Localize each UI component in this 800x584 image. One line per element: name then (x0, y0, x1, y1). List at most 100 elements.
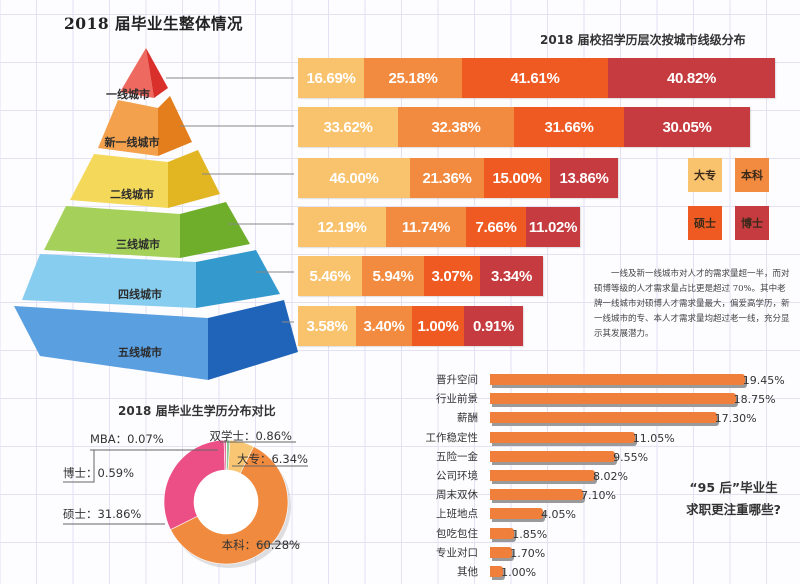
stacked-segment: 12.19% (298, 207, 386, 247)
hbar-category-label: 专业对口 (436, 546, 478, 559)
hbar-row: 专业对口 1.70% (400, 544, 800, 563)
legend-label: 大专 (694, 169, 716, 182)
pyramid-face-side (158, 96, 192, 156)
stacked-row: 46.00% 21.36% 15.00% 13.86% (298, 158, 618, 198)
hbar-value-label: 7.10% (581, 489, 616, 503)
pyramid-face-front (98, 100, 158, 156)
hbar-row: 上班地点 4.05% (400, 505, 800, 524)
pyramid-face-side (180, 202, 250, 258)
pyramid-level: 一线城市 (106, 48, 168, 101)
donut-chart-title: 2018 届毕业生学历分布对比 (118, 404, 276, 418)
stacked-segment: 21.36% (410, 158, 484, 198)
job-priority-question: “95 后”毕业生 求职更注重哪些? (666, 477, 800, 521)
hbar-category-label: 上班地点 (436, 508, 478, 521)
hbar-value-label: 1.00% (501, 566, 537, 579)
pyramid-level: 四线城市 (22, 250, 280, 308)
legend-item-boshi: 博士 (735, 206, 769, 240)
note-paragraph: 一线及新一线城市对人才的需求量超一半，而对硕博等级的人才需求量占比更是超过 70… (594, 269, 790, 339)
hbar-value-label: 18.75% (733, 393, 776, 407)
hbar-row: 晋升空间 19.45% (400, 371, 800, 390)
hbar-value-label: 9.55% (613, 450, 649, 464)
hbar-category-label: 薪酬 (457, 412, 478, 425)
question-line-1: “95 后”毕业生 (689, 480, 778, 495)
donut-hole (194, 470, 258, 534)
pyramid-level-label: 一线城市 (106, 87, 150, 101)
hbar-category-label: 行业前景 (436, 393, 478, 406)
stacked-segment: 0.91% (464, 306, 523, 346)
donut-slice-label: 大专：6.34% (237, 452, 308, 466)
hbar-category-label: 五险一金 (436, 450, 478, 463)
stacked-segment: 5.46% (298, 256, 362, 296)
pyramid-level-label: 二线城市 (110, 187, 154, 201)
hbar-category-label: 晋升空间 (436, 374, 478, 386)
stacked-segment: 3.07% (424, 256, 480, 296)
hbar-row: 行业前景 18.75% (400, 390, 800, 409)
hbar-category-label: 包吃包住 (436, 527, 478, 540)
stacked-segment: 41.61% (462, 58, 608, 98)
hbar-row: 薪酬 17.30% (400, 409, 800, 428)
pyramid-level: 二线城市 (70, 150, 220, 208)
hbar-bar (490, 508, 544, 520)
hbar-bar (490, 566, 504, 577)
stacked-row: 12.19% 11.74% 7.66% 11.02% (298, 207, 580, 247)
pyramid-face-front (44, 206, 180, 258)
stacked-segment: 16.69% (298, 58, 364, 98)
hbar-value-label: 19.45% (742, 374, 785, 387)
hbar-bar (490, 412, 717, 424)
pyramid-face-front (14, 306, 208, 380)
hbar-value-label: 4.05% (541, 508, 576, 522)
stacked-segment: 46.00% (298, 158, 410, 198)
donut-slice-label: MBA：0.07% (90, 432, 164, 446)
stacked-segment: 3.34% (480, 256, 543, 296)
legend-label: 本科 (741, 169, 763, 182)
pyramid-face-front (70, 154, 168, 208)
pyramid-level: 五线城市 (14, 300, 298, 380)
stacked-segment: 15.00% (484, 158, 550, 198)
hbar-category-label: 工作稳定性 (425, 431, 479, 444)
pyramid-level: 新一线城市 (98, 96, 192, 156)
stacked-segment: 25.18% (364, 58, 462, 98)
pyramid-face-side (146, 48, 168, 98)
pyramid-face-side (168, 150, 220, 208)
donut-slice-label: 博士：0.59% (63, 466, 134, 480)
legend-label: 博士 (741, 217, 763, 230)
hbar-category-label: 周末双休 (436, 489, 478, 502)
stacked-segment: 7.66% (466, 207, 526, 247)
stacked-segment: 33.62% (298, 107, 398, 147)
stacked-segment: 1.00% (412, 306, 464, 346)
stacked-segment: 31.66% (514, 107, 624, 147)
pyramid-level-label: 新一线城市 (105, 135, 160, 149)
stacked-segment: 11.02% (526, 207, 580, 247)
question-line-2: 求职更注重哪些? (686, 502, 781, 517)
stacked-segment: 11.74% (386, 207, 466, 247)
hbar-bar (490, 527, 515, 539)
stacked-row: 3.58% 3.40% 1.00% 0.91% (298, 306, 523, 346)
hbar-bar (490, 393, 736, 405)
stacked-segment: 3.58% (298, 306, 356, 346)
pyramid-level-label: 四线城市 (118, 287, 162, 301)
hbar-row: 工作稳定性 11.05% (400, 429, 800, 448)
pyramid-face-side (196, 250, 280, 308)
hbar-category-label: 公司环境 (436, 470, 478, 482)
pyramid-level-label: 三线城市 (116, 237, 160, 251)
hbar-row: 五险一金 9.55% (400, 448, 800, 467)
hbar-value-label: 1.70% (510, 546, 546, 560)
city-tier-pyramid: 一线城市新一线城市二线城市三线城市四线城市 五线城市 (0, 40, 300, 380)
legend-item-dazhuan: 大专 (688, 158, 722, 192)
legend-item-benke: 本科 (735, 158, 769, 192)
hbar-row: 公司环境 8.02% (400, 467, 800, 486)
legend-item-shuoshi: 硕士 (688, 206, 722, 240)
stacked-segment: 40.82% (608, 58, 775, 98)
hbar-category-label: 其他 (457, 566, 478, 578)
donut-slice-label: 硕士：31.86% (63, 507, 141, 521)
hbar-value-label: 17.30% (714, 412, 757, 426)
stacked-segment: 30.05% (624, 107, 750, 147)
hbar-row: 其他 1.00% (400, 563, 800, 582)
stacked-segment: 13.86% (550, 158, 618, 198)
legend-label: 硕士 (694, 217, 716, 230)
education-donut-chart: 双学士：0.86% 大专：6.34% 本科：60.28% 硕士：31.86% 博士：0.… (63, 429, 308, 568)
pyramid-face-front (22, 254, 196, 308)
pyramid-level: 三线城市 (44, 202, 250, 258)
stacked-chart-title: 2018 届校招学历层次按城市线级分布 (540, 33, 746, 47)
